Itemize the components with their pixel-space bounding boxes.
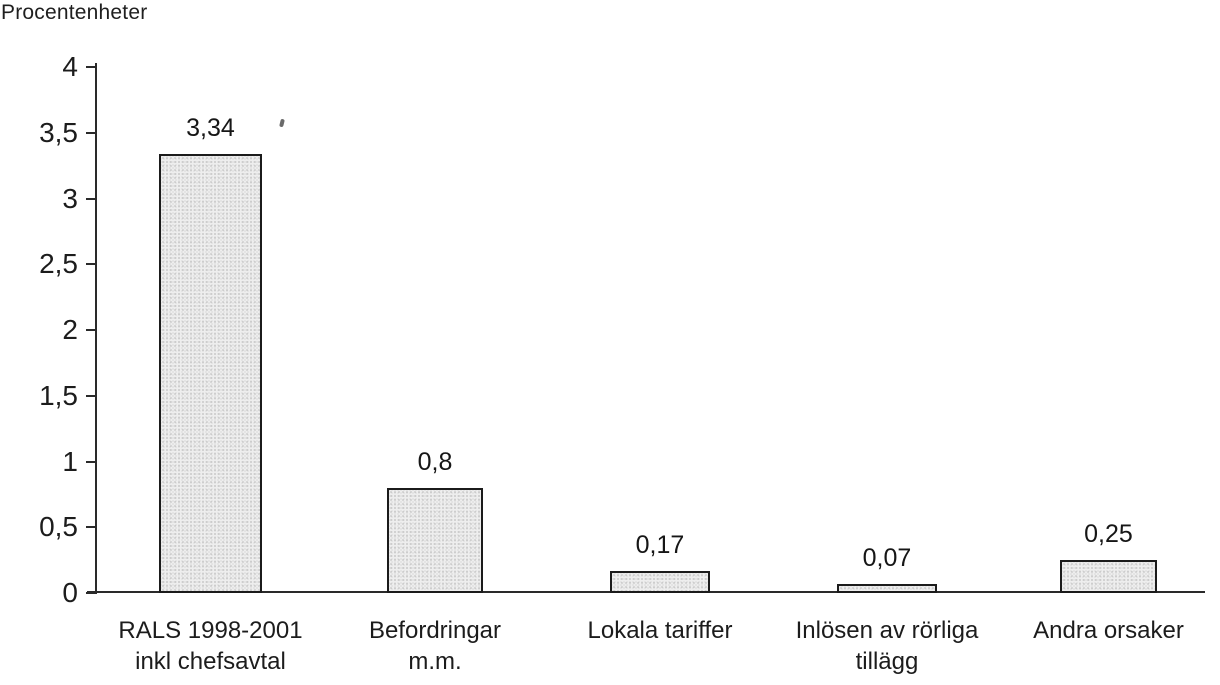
y-tick-label: 3 (62, 182, 78, 214)
x-category-label-line: Andra orsaker (1033, 617, 1184, 644)
bar (610, 570, 710, 593)
bar-value-label: 0,07 (862, 543, 912, 572)
y-tick-label: 0 (62, 577, 78, 608)
y-tick-mark (86, 394, 97, 397)
bar-value-label: 0,17 (635, 530, 685, 559)
x-category-label: Andra orsaker (984, 615, 1220, 646)
bar (837, 583, 937, 593)
y-tick-label: 1 (62, 445, 78, 477)
bar-value-label: 0,25 (1084, 520, 1133, 549)
x-category-label-line: Befordringar (368, 617, 502, 644)
x-category-label: Befordringar m.m. (310, 615, 560, 677)
y-axis-line (95, 63, 97, 593)
x-category-label-line: m.m. (408, 648, 462, 675)
bar (159, 153, 262, 593)
x-category-label-line: Inlösen av rörliga (795, 617, 979, 644)
y-axis-title: Procentenheter (1, 1, 148, 24)
x-category-label: Inlösen av rörliga tillägg (762, 615, 1012, 677)
bar (387, 487, 483, 593)
y-tick-mark (86, 131, 97, 134)
y-tick-label: 3,5 (39, 116, 78, 148)
y-tick-mark (86, 460, 97, 463)
y-tick-label: 1,5 (39, 379, 78, 411)
y-tick-label: 4 (62, 51, 78, 82)
y-tick-label: 2 (62, 314, 78, 345)
bar-value-label: 0,8 (417, 447, 453, 476)
y-tick-mark (86, 263, 97, 266)
bar (1060, 560, 1157, 593)
x-category-label-line: RALS 1998-2001 (118, 617, 303, 644)
bar-value-label: 3,34 (186, 113, 235, 142)
x-category-label: RALS 1998-2001 inkl chefsavtal (86, 615, 336, 677)
x-category-label-line: inkl chefsavtal (135, 648, 286, 675)
scan-speck-artifact (279, 118, 285, 128)
y-tick-mark (86, 66, 97, 68)
y-tick-mark (86, 592, 97, 594)
x-category-label: Lokala tariffer (535, 615, 785, 646)
y-tick-label: 0,5 (39, 511, 78, 543)
y-tick-mark (86, 526, 97, 529)
y-tick-mark (86, 329, 97, 331)
y-tick-label: 2,5 (39, 248, 78, 280)
x-category-label-line: tillägg (855, 648, 919, 675)
x-category-label-line: Lokala tariffer (587, 617, 733, 644)
y-tick-mark (86, 197, 97, 200)
